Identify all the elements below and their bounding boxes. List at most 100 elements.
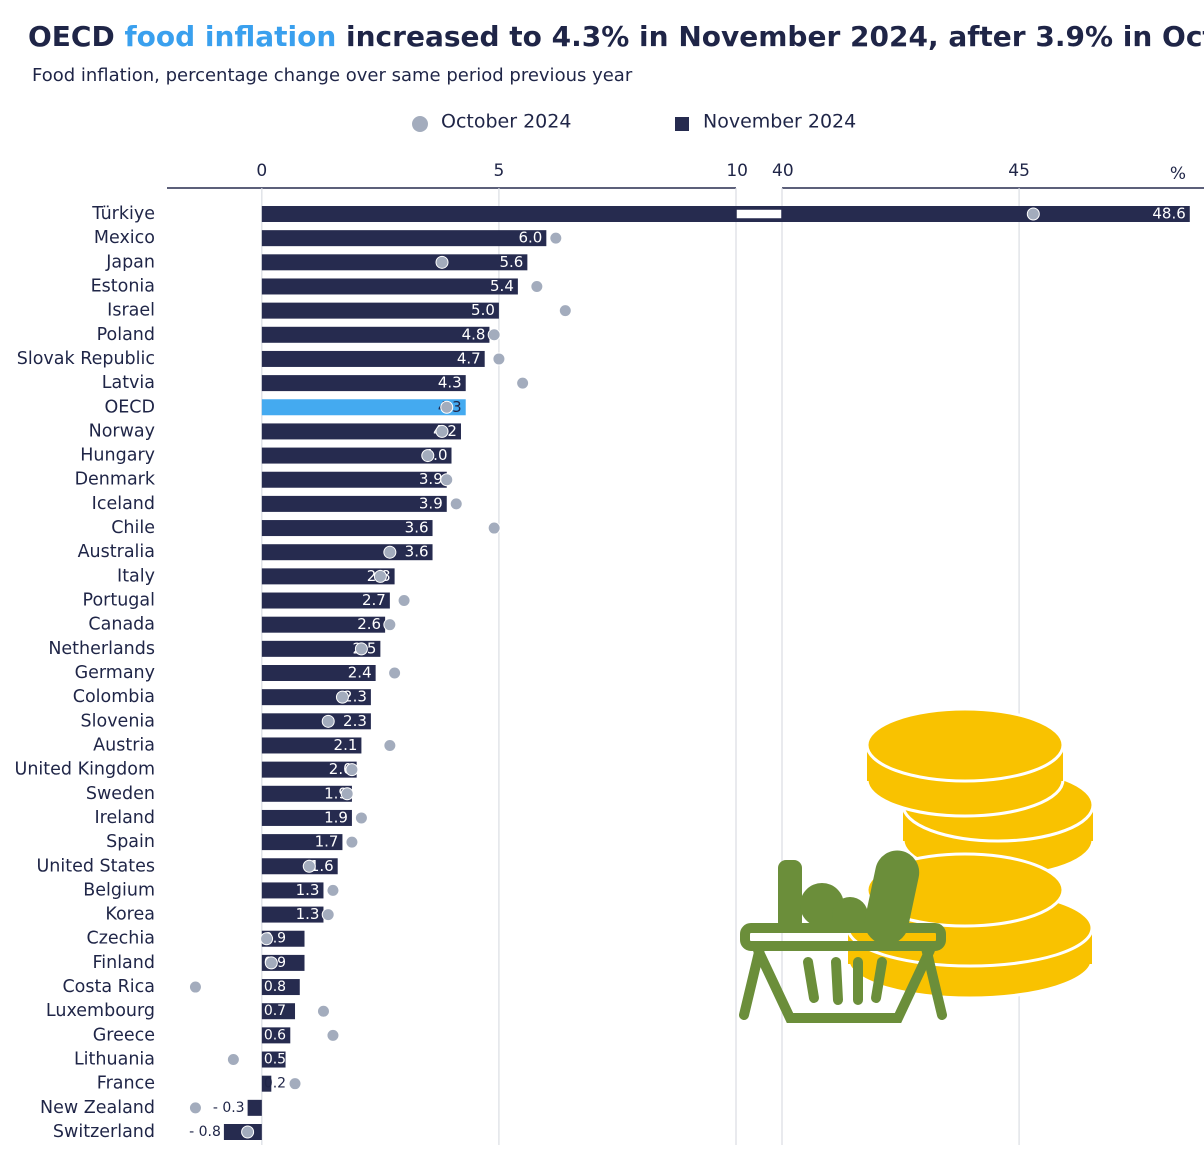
y-tick-label: Netherlands [48,639,155,659]
dot [558,304,572,318]
value-label: - 0.8 [189,1124,221,1140]
legend-label: October 2024 [441,111,571,133]
value-label: 3.6 [405,519,429,537]
x-tick-label: 0 [256,161,267,181]
title-part: OECD [28,20,115,53]
value-label: 5.4 [490,277,514,295]
y-tick-label: Slovenia [81,711,155,731]
value-label: 4.8 [462,325,486,343]
bar [261,230,547,247]
bar [261,930,305,947]
dot [326,1028,340,1042]
dot [435,424,449,438]
y-tick-label: Korea [105,905,155,925]
bar [261,520,433,537]
dot [1026,207,1040,221]
x-tick-label: 10 [726,161,748,181]
bar [261,809,352,826]
dot [288,1077,302,1091]
value-label: 0.2 [264,1076,286,1092]
x-tick-label: 5 [494,161,505,181]
dot [549,231,563,245]
axis-unit: % [1170,164,1186,184]
value-label: 5.6 [500,253,524,271]
bar [261,1003,296,1020]
bar [261,592,390,609]
y-tick-label: Ireland [94,808,155,828]
y-tick-label: Lithuania [74,1050,155,1070]
dot [321,714,335,728]
dot [260,932,274,946]
y-tick-label: Israel [107,301,155,321]
y-tick-label: Czechia [87,929,155,949]
illustration [739,707,1095,1023]
value-label: 1.3 [296,881,320,899]
dot [188,980,202,994]
chart-title: OECD food inflation increased to 4.3% in… [28,20,1204,53]
dot [388,666,402,680]
y-tick-label: United Kingdom [15,760,155,780]
value-label: - 0.3 [213,1100,245,1116]
y-tick-label: Belgium [83,880,155,900]
dot [302,859,316,873]
value-label: 2.7 [362,591,386,609]
value-label: 2.4 [348,664,372,682]
y-tick-label: United States [36,856,155,876]
bar [261,616,386,633]
y-tick-label: Canada [88,615,155,635]
dot [487,328,501,342]
legend-marker [675,117,689,131]
value-label: 1.9 [324,784,348,802]
bar [261,713,371,730]
value-label: 2.1 [334,736,358,754]
y-tick-label: Greece [93,1025,155,1045]
dot [188,1101,202,1115]
title-highlight: food inflation [124,20,336,53]
dot [354,811,368,825]
dot [421,449,435,463]
value-label: 2.0 [329,760,353,778]
dot [516,376,530,390]
dot [226,1053,240,1067]
y-tick-label: New Zealand [40,1098,155,1118]
axis-break [735,208,783,220]
value-label: 4.7 [457,349,481,367]
bar [261,375,466,392]
value-label: 1.9 [324,808,348,826]
y-tick-label: Latvia [102,373,155,393]
value-label: 0.7 [264,1003,286,1019]
dot [530,279,544,293]
y-tick-label: OECD [104,397,155,417]
dot [326,883,340,897]
y-tick-label: Estonia [91,276,155,296]
value-label: 2.6 [357,615,381,633]
y-tick-label: Italy [117,566,155,586]
dot [435,255,449,269]
bar [261,1027,291,1044]
dot [340,787,354,801]
x-tick-label: 45 [1008,161,1030,181]
bar [261,640,381,657]
value-label: 0.6 [264,1027,286,1043]
dot [335,690,349,704]
bar [261,206,1190,222]
dot [397,594,411,608]
value-label: 1.3 [296,905,320,923]
dot [487,521,501,535]
y-tick-label: Norway [89,421,155,441]
bar [261,737,362,754]
y-tick-label: Denmark [75,470,156,490]
y-tick-label: Switzerland [53,1122,155,1142]
bar [261,568,395,585]
bar [261,785,352,802]
bar [261,906,324,923]
bar [261,979,300,996]
bar [261,254,528,271]
bar [261,858,338,875]
bar [261,834,343,851]
value-label: 2.3 [343,688,367,706]
bar [261,1075,272,1092]
value-label: 2.3 [343,712,367,730]
value-label: 0.5 [264,1052,286,1068]
